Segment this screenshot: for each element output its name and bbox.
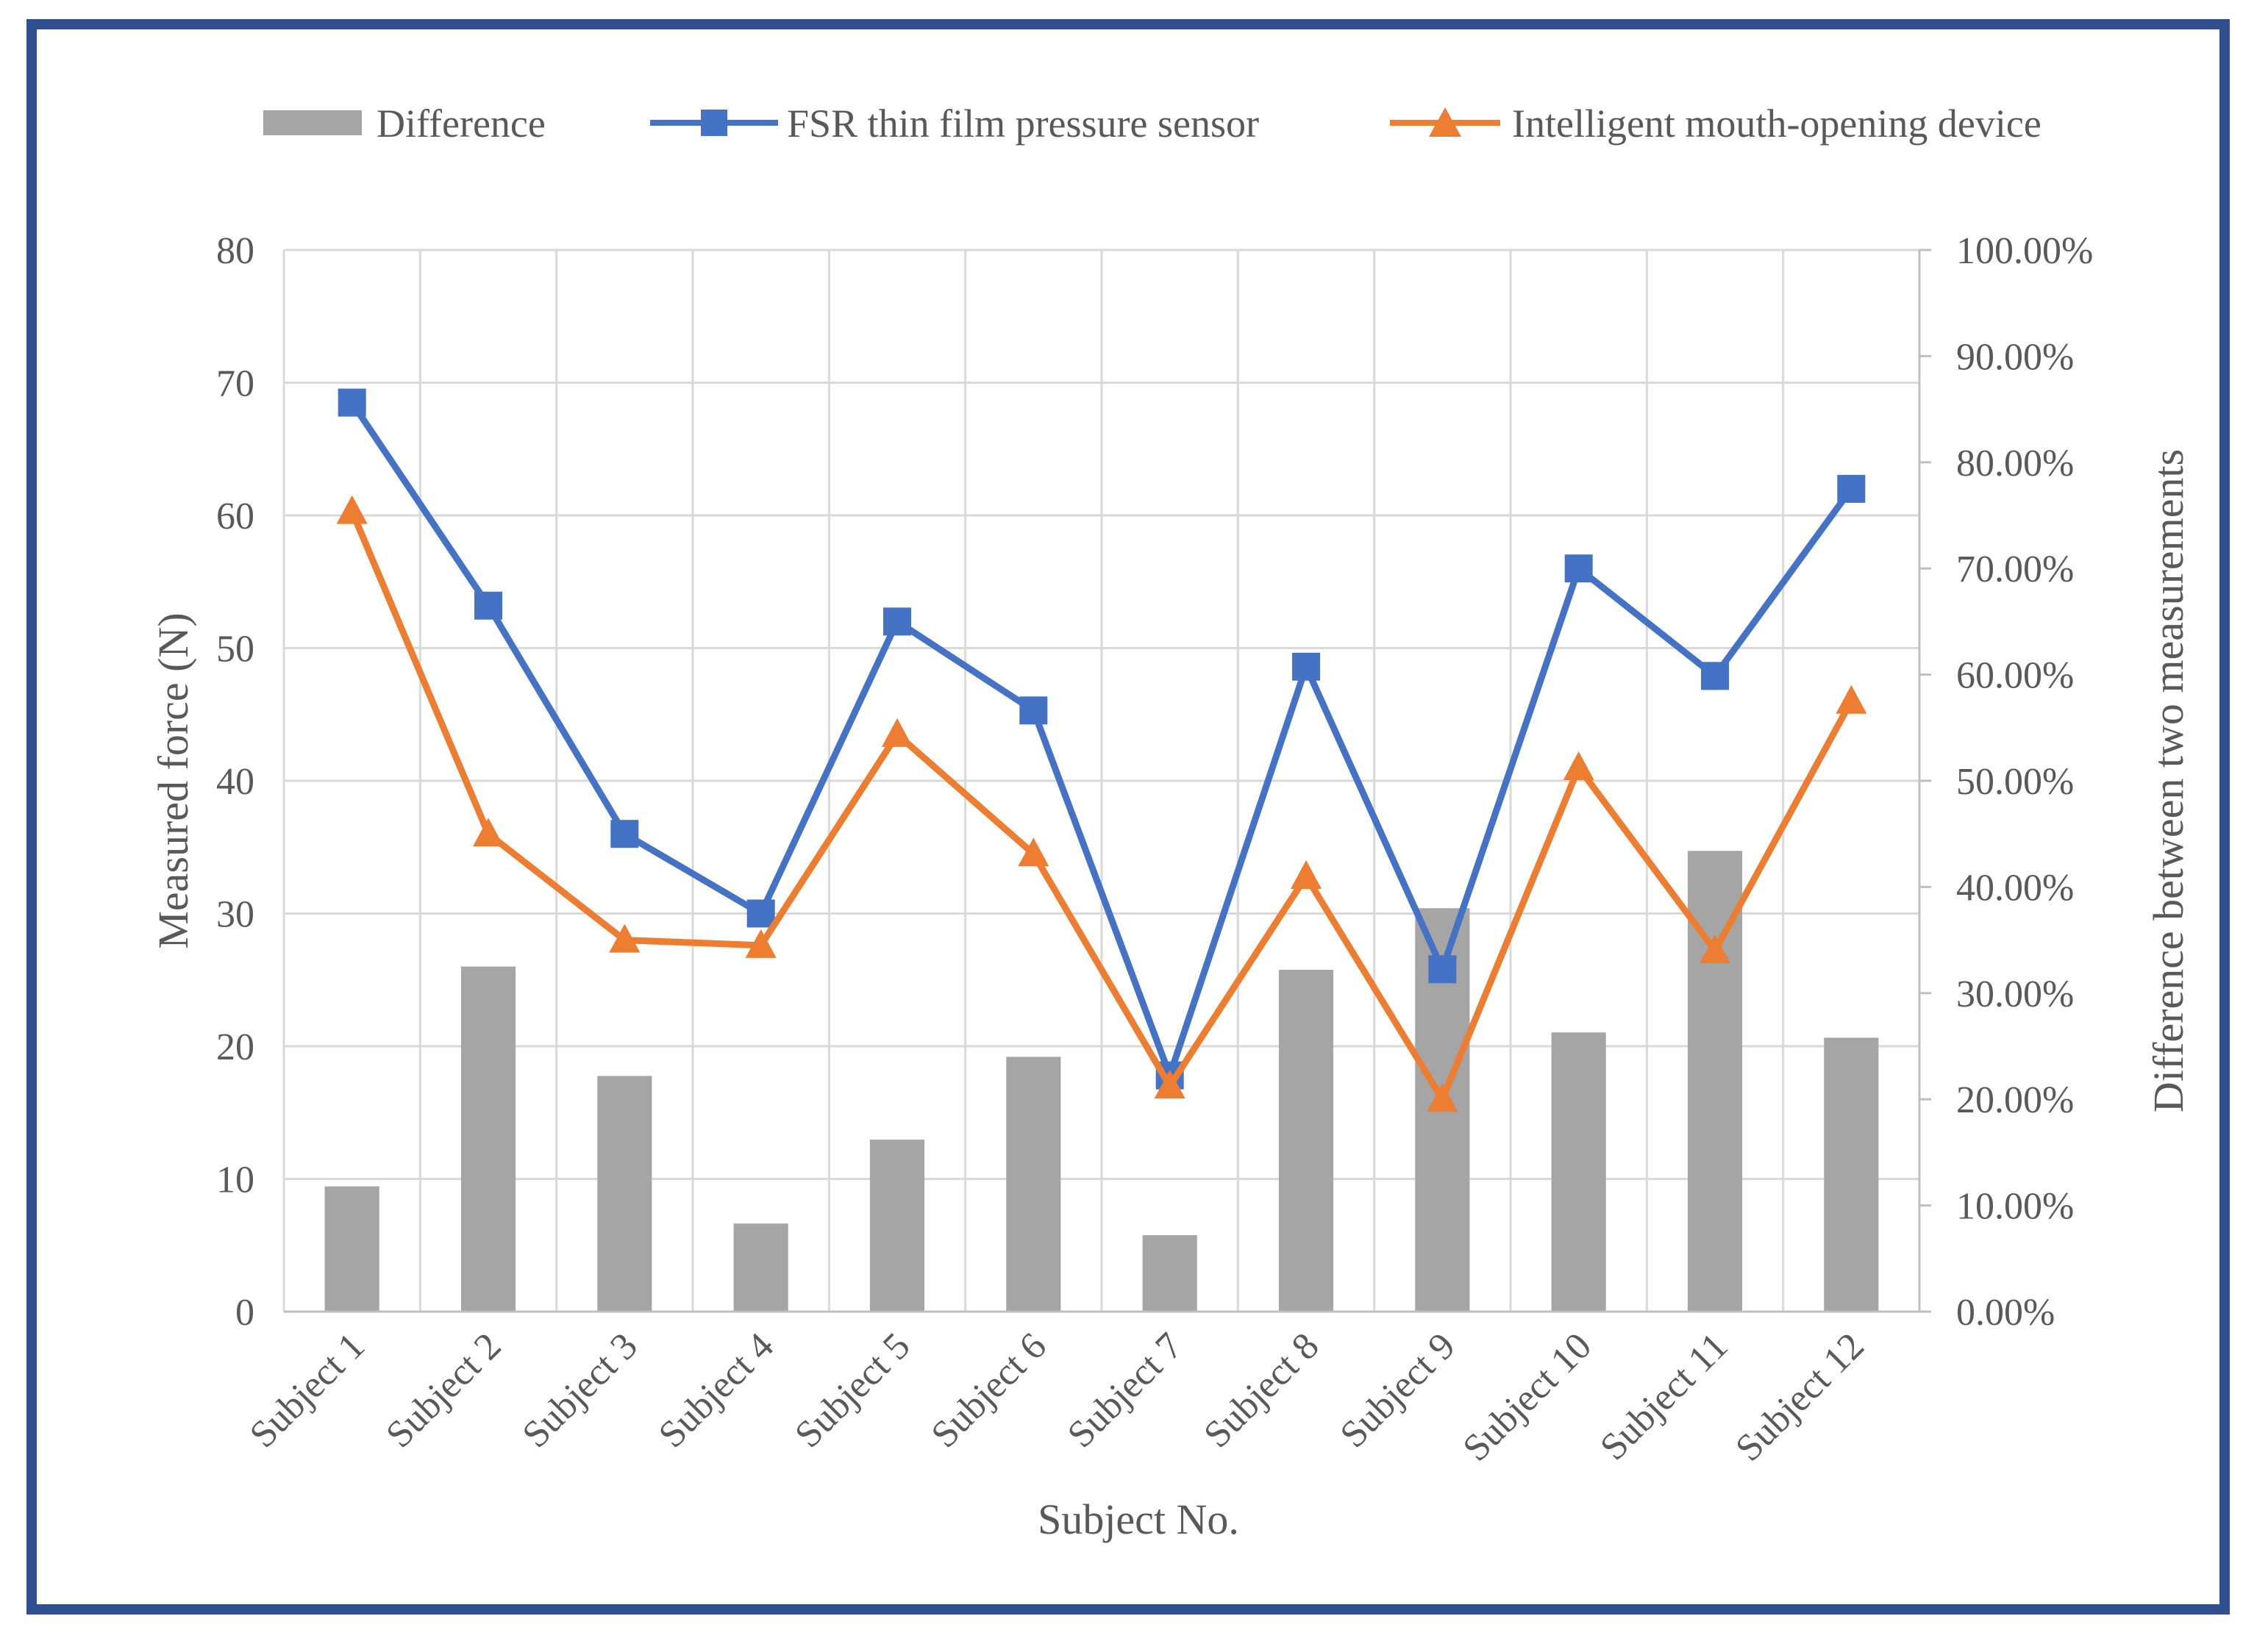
- device-point: [1291, 859, 1322, 889]
- y-left-tick-label: 50: [216, 629, 254, 671]
- difference-bar: [1824, 1037, 1879, 1312]
- device-point: [745, 929, 777, 958]
- series-line: [349, 510, 1855, 1103]
- x-tick-label: Subject 12: [1727, 1325, 1872, 1470]
- legend: Difference FSR thin film pressure sensor…: [263, 101, 2041, 146]
- y-left-tick-label: 60: [216, 496, 254, 537]
- y-left-tick-label: 70: [216, 363, 254, 405]
- difference-bar: [597, 1076, 652, 1312]
- y-left-tick-label: 10: [216, 1159, 254, 1201]
- gridlines: [282, 249, 1921, 1312]
- device-point: [336, 495, 368, 524]
- difference-bar: [1278, 970, 1334, 1312]
- x-tick-label: Subject 1: [242, 1325, 373, 1456]
- fsr-point: [1292, 652, 1320, 681]
- y-right-tick-label: 0.00%: [1956, 1292, 2055, 1334]
- device-point: [1700, 934, 1730, 964]
- difference-bar: [460, 966, 516, 1312]
- difference-bar: [1142, 1235, 1197, 1312]
- difference-bar: [1006, 1057, 1061, 1312]
- device-point: [1836, 684, 1867, 714]
- device-point: [609, 923, 641, 953]
- x-axis-title: Subject No.: [1038, 1495, 1239, 1543]
- x-tick-label: Subject 9: [1333, 1325, 1463, 1456]
- x-tick-label: Subject 10: [1455, 1325, 1600, 1470]
- chart-frame: 0 10 20 30 40 50 60 70 80 0.00% 10.00% 20.00% 30.00%…: [26, 19, 2230, 1615]
- y-axis-right-title: Difference between two measurements: [2144, 449, 2192, 1112]
- y-right-tick-label: 30.00%: [1956, 973, 2074, 1015]
- fsr-point: [883, 607, 911, 636]
- fsr-point: [1701, 662, 1729, 690]
- difference-bar: [324, 1186, 379, 1312]
- fsr-point: [474, 591, 502, 620]
- device-point: [882, 718, 913, 747]
- legend-device-label: Intelligent mouth-opening device: [1512, 101, 2041, 146]
- y-right-tick-label: 20.00%: [1956, 1079, 2074, 1121]
- force-lines: [336, 388, 1867, 1112]
- y-right-tick-label: 60.00%: [1956, 655, 2074, 697]
- fsr-point: [1019, 696, 1048, 725]
- legend-difference-label: Difference: [377, 101, 546, 146]
- y-right-tick-label: 50.00%: [1956, 761, 2074, 803]
- x-tick-label: Subject 5: [787, 1325, 918, 1456]
- fsr-point: [1837, 474, 1866, 503]
- y-left-tick-label: 20: [216, 1026, 254, 1068]
- legend-device-marker: [1429, 107, 1461, 137]
- y-left-tick-label: 0: [235, 1292, 254, 1334]
- y-right-tick-label: 40.00%: [1956, 867, 2074, 909]
- y-right-tick-label: 100.00%: [1956, 230, 2093, 272]
- x-tick-label: Subject 3: [515, 1325, 646, 1456]
- y-right-tick-label: 90.00%: [1956, 336, 2074, 378]
- device-point: [1018, 837, 1049, 867]
- device-point: [1563, 751, 1594, 780]
- y-left-tick-label: 40: [216, 761, 254, 803]
- fsr-point: [1428, 955, 1457, 984]
- x-tick-label: Subject 4: [651, 1325, 782, 1456]
- y-left-tick-label: 80: [216, 230, 254, 272]
- fsr-point: [338, 388, 366, 417]
- legend-fsr-label: FSR thin film pressure sensor: [787, 101, 1259, 146]
- legend-fsr-marker: [701, 110, 727, 136]
- y-axis-left-title: Measured force (N): [149, 612, 197, 948]
- fsr-point: [1564, 554, 1593, 583]
- chart: 0 10 20 30 40 50 60 70 80 0.00% 10.00% 20.00% 30.00%…: [149, 101, 2192, 1543]
- difference-bar: [1551, 1032, 1606, 1312]
- fsr-point: [610, 820, 639, 848]
- x-tick-label: Subject 11: [1592, 1325, 1736, 1468]
- difference-bar: [733, 1223, 788, 1312]
- difference-bars: [324, 851, 1879, 1312]
- y-left-tick-label: 30: [216, 894, 254, 936]
- x-tick-label: Subject 7: [1060, 1325, 1191, 1456]
- device-point: [473, 818, 504, 847]
- y-right-tick-label: 80.00%: [1956, 443, 2074, 485]
- axes: [284, 249, 1931, 1313]
- x-tick-label: Subject 6: [924, 1325, 1055, 1456]
- device-point: [1427, 1083, 1458, 1112]
- legend-difference-swatch: [263, 110, 362, 135]
- series-line: [349, 401, 1854, 1079]
- device-point: [1154, 1070, 1185, 1099]
- x-tick-label: Subject 8: [1196, 1325, 1327, 1456]
- y-right-tick-label: 70.00%: [1956, 548, 2074, 590]
- y-right-tick-label: 10.00%: [1956, 1186, 2074, 1228]
- difference-bar: [869, 1140, 925, 1312]
- fsr-point: [746, 899, 775, 928]
- x-tick-label: Subject 2: [378, 1325, 509, 1456]
